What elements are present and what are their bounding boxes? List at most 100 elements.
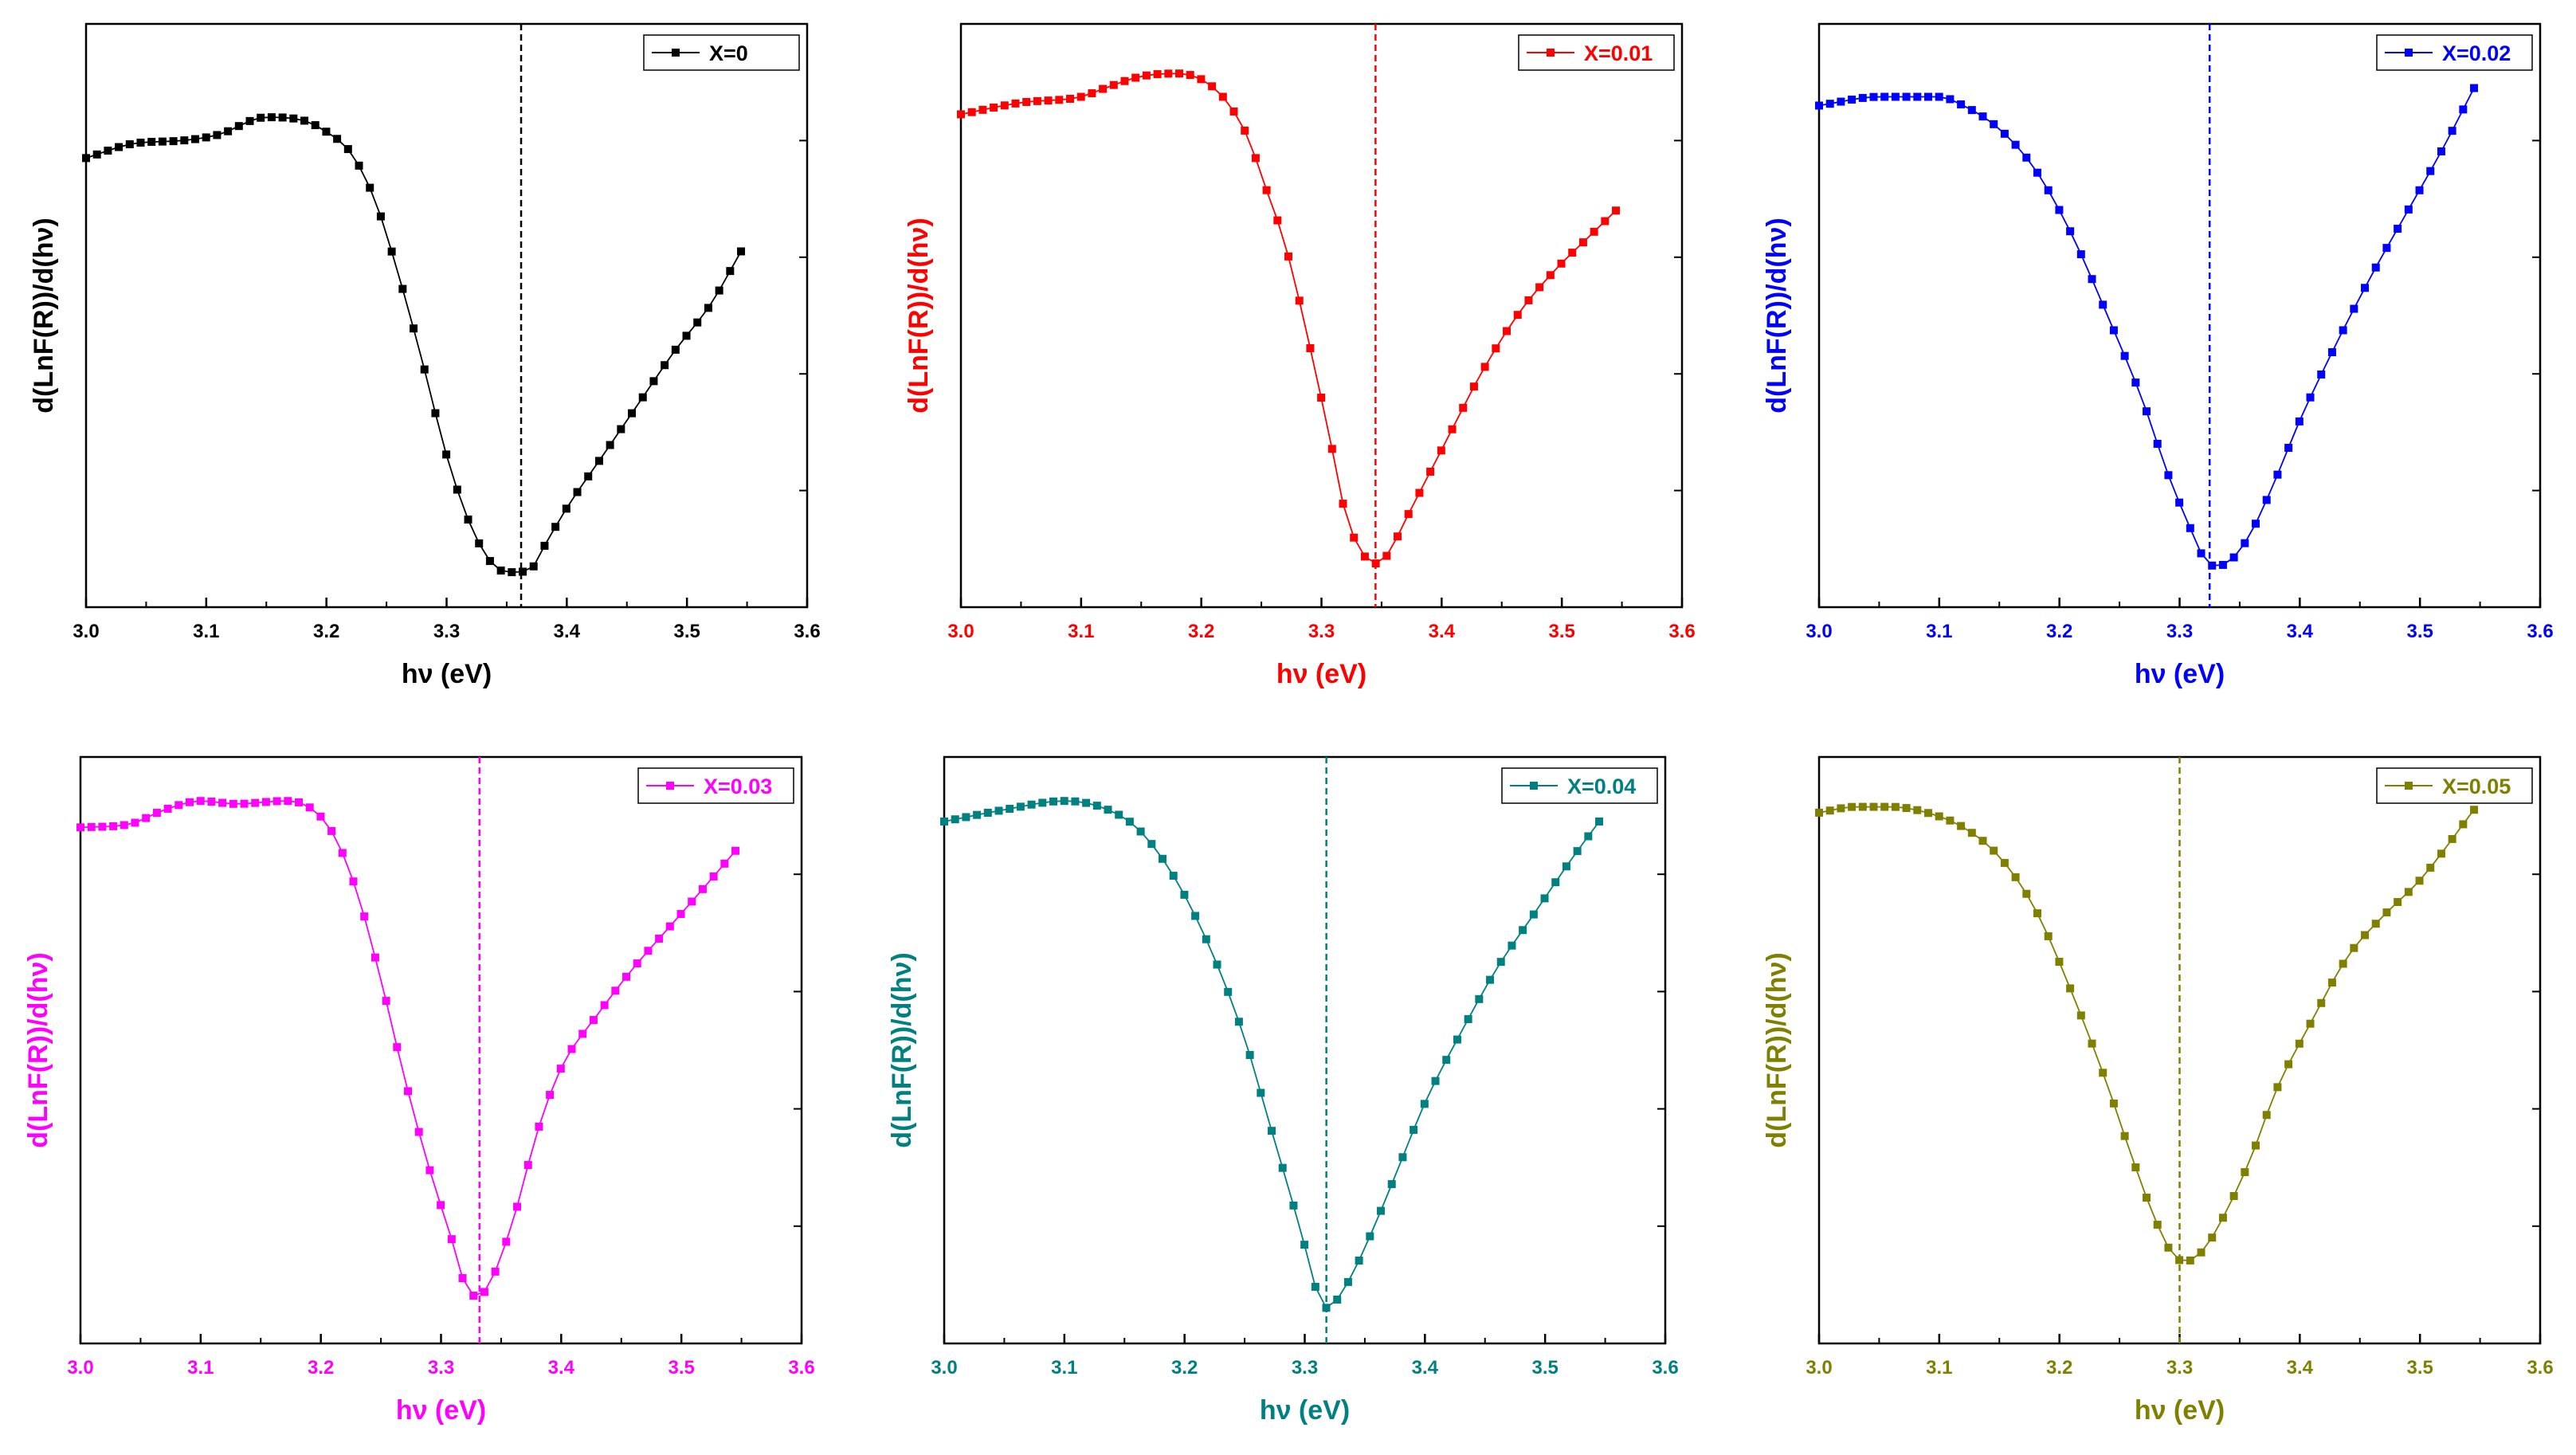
data-point [2437,147,2445,155]
data-point [414,1128,423,1136]
x-axis-label: hν (eV) [1276,659,1366,689]
data-point [213,131,222,139]
data-point [1387,1180,1396,1189]
data-point [1169,872,1178,880]
data-point [82,154,90,163]
data-point [2241,539,2249,547]
x-tick-label: 3.3 [433,621,460,642]
data-point [2186,524,2194,532]
data-point [1251,154,1260,163]
data-point [1229,107,1238,116]
data-point [1492,344,1500,353]
data-point [2076,250,2085,259]
data-point [1153,70,1162,79]
data-point [1967,829,1976,837]
data-point [633,959,641,968]
x-tick-label: 3.4 [548,1357,575,1379]
data-point [169,137,178,146]
data-point [376,212,385,221]
data-point [1978,112,1987,121]
data-point [1377,1206,1386,1215]
data-point [1837,97,1845,106]
y-axis-label: d(LnF(R))/d(hν) [887,952,917,1147]
data-line [1818,88,2475,567]
data-point [2426,167,2435,175]
legend-marker [2405,782,2413,790]
data-point [578,1029,587,1038]
data-point [1016,802,1025,811]
data-point [147,138,156,147]
data-point [513,1202,522,1211]
data-point [638,393,647,402]
data-point [1191,912,1200,920]
data-point [1398,1153,1407,1162]
data-point [737,247,746,256]
data-point [709,872,718,880]
data-point [2306,1019,2315,1028]
data-point [628,409,637,418]
data-point [2295,1039,2304,1048]
data-point [2252,520,2260,528]
data-point [1529,910,1538,919]
data-point [1055,96,1064,104]
data-point [2208,561,2217,570]
x-tick-label: 3.1 [1051,1357,1077,1379]
data-point [327,826,336,835]
data-point [715,286,723,295]
data-point [191,135,200,143]
data-point [1453,1035,1461,1044]
x-tick-label: 3.3 [1292,1357,1318,1379]
data-point [1825,100,1834,108]
data-point [2197,1248,2205,1257]
data-point [158,137,167,146]
data-point [540,541,549,550]
data-point [115,143,124,151]
data-point [1891,92,1900,101]
data-point [1175,69,1184,78]
data-point [2164,471,2173,480]
data-point [1513,311,1522,320]
x-axis-label: hν (eV) [402,659,492,689]
data-point [1197,75,1206,84]
data-point [1562,862,1570,871]
data-point [2143,1194,2151,1202]
data-point [1066,94,1075,103]
data-point [333,135,342,143]
data-point [2317,998,2326,1007]
x-tick-label: 3.3 [428,1357,454,1379]
legend-box [1518,34,1675,71]
data-point [1333,1295,1342,1304]
data-point [1475,994,1484,1003]
data-point [2120,351,2129,360]
data-point [2361,931,2370,939]
data-point [480,1288,488,1296]
data-point [2218,1214,2227,1222]
data-point [1420,1100,1429,1108]
data-point [1394,532,1402,541]
data-point [322,127,331,136]
x-tick-label: 3.6 [794,621,820,642]
data-point [1404,510,1413,519]
data-point [152,809,161,818]
x-tick-label: 3.3 [2166,621,2193,642]
data-point [600,1001,609,1010]
data-point [202,133,210,142]
data-point [1213,960,1221,969]
data-point [186,798,194,806]
data-point [1503,327,1511,335]
data-point [278,113,287,122]
data-point [1011,99,1020,108]
plot-frame [84,22,809,609]
legend-label: X=0.05 [2442,775,2511,798]
data-point [2088,275,2096,284]
data-point [163,804,172,813]
x-axis-label: hν (eV) [2135,659,2225,689]
data-point [272,797,281,806]
data-point [704,304,712,312]
data-point [1006,805,1014,814]
data-point [98,822,107,831]
data-point [109,822,118,830]
data-point [136,139,145,147]
data-point [665,922,674,931]
data-point [502,1237,511,1246]
